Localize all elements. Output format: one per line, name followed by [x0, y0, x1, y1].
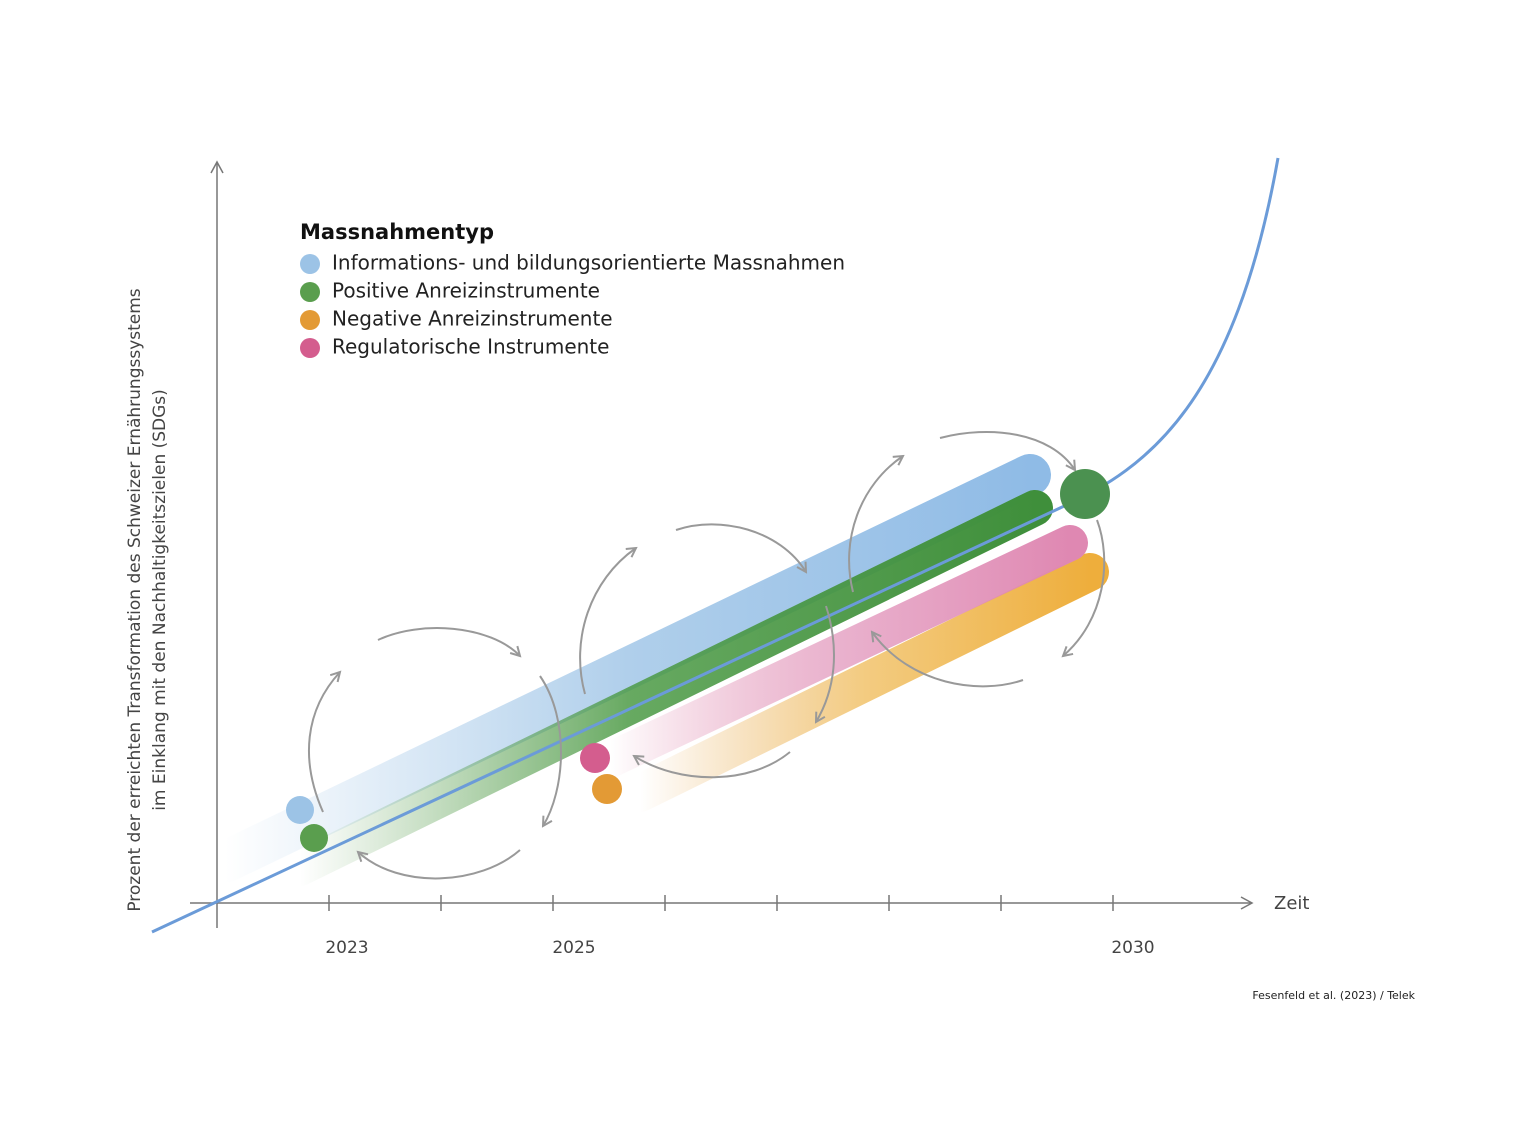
- brush-stroke: [204, 454, 1051, 883]
- x-axis-label: Zeit: [1274, 893, 1309, 914]
- legend-label: Regulatorische Instrumente: [332, 335, 609, 359]
- credit: Fesenfeld et al. (2023) / Telek: [1252, 989, 1415, 1002]
- legend-swatch: [300, 310, 320, 330]
- legend: Informations- und bildungsorientierte Ma…: [300, 251, 845, 359]
- legend-swatch: [300, 282, 320, 302]
- legend-swatch: [300, 254, 320, 274]
- x-tick-label: 2030: [1111, 938, 1154, 958]
- legend-label: Negative Anreizinstrumente: [332, 307, 613, 331]
- dot-pink: [580, 743, 610, 773]
- y-axis-label: Prozent der erreichten Transformation de…: [125, 288, 145, 911]
- legend-dot-blue: [286, 796, 314, 824]
- y-axis-label: im Einklang mit den Nachhaltigkeitsziele…: [150, 389, 170, 811]
- brush-stroke: [282, 490, 1053, 886]
- dot-orange: [592, 774, 622, 804]
- brush-stroke: [621, 553, 1109, 812]
- brush-stroke: [592, 525, 1088, 778]
- legend-label: Positive Anreizinstrumente: [332, 279, 600, 303]
- legend-title: Massnahmentyp: [300, 220, 494, 244]
- tick-marks: [328, 895, 1114, 911]
- legend-dot-green: [300, 824, 328, 852]
- legend-swatch: [300, 338, 320, 358]
- legend-label: Informations- und bildungsorientierte Ma…: [332, 251, 845, 275]
- cycle-arrows: [308, 431, 1106, 880]
- x-tick-label: 2025: [552, 938, 595, 958]
- goal-dot: [1060, 469, 1110, 519]
- x-tick-label: 2023: [325, 938, 368, 958]
